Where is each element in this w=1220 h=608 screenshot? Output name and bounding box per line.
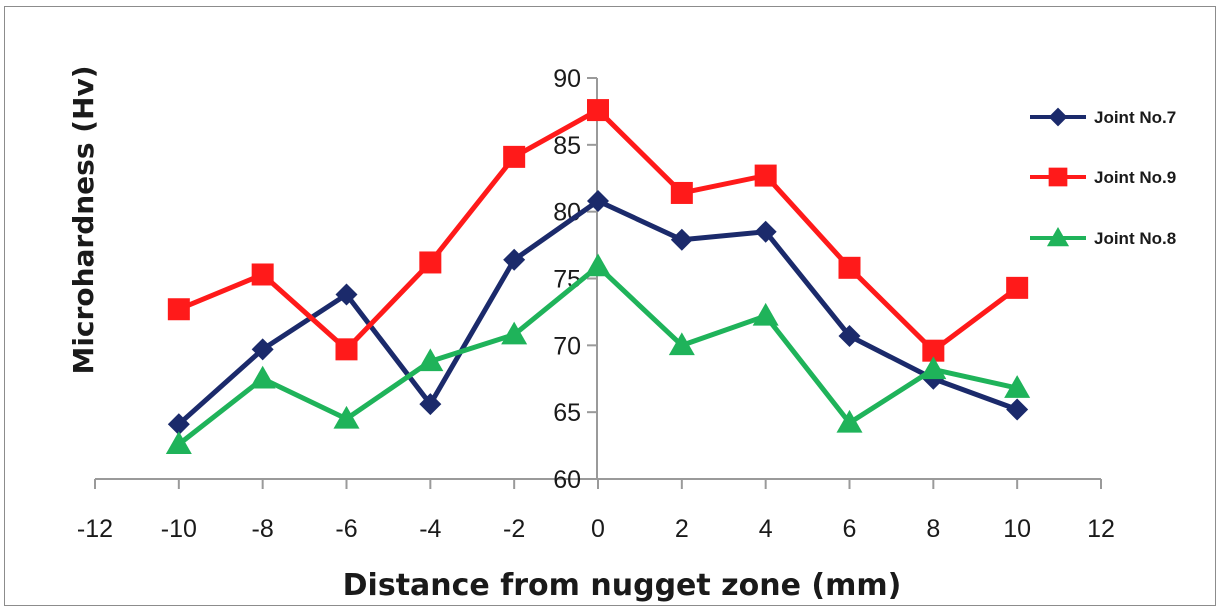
data-point: [1004, 375, 1031, 398]
data-point: [251, 338, 274, 361]
data-point: [167, 413, 190, 436]
data-point: [419, 251, 442, 274]
series-joint-no-7: [167, 189, 1029, 436]
data-point: [419, 393, 442, 416]
data-point: [838, 324, 861, 347]
data-point: [503, 145, 526, 168]
data-point: [417, 348, 444, 372]
x-tick-label: -6: [335, 515, 357, 543]
chart-frame: [4, 6, 1216, 606]
data-point: [922, 339, 945, 362]
x-tick-label: 0: [591, 515, 605, 543]
data-point: [251, 263, 274, 286]
legend-entry: Joint No.8: [1030, 226, 1176, 248]
data-point: [587, 99, 609, 122]
data-point: [503, 248, 526, 271]
legend-label: Joint No.8: [1094, 229, 1176, 248]
x-tick-label: 4: [759, 515, 773, 543]
series-joint-no-9: [167, 99, 1029, 362]
x-axis-title: Distance from nugget zone (mm): [343, 568, 902, 603]
data-point: [585, 253, 611, 277]
data-point: [670, 228, 693, 251]
data-point: [335, 283, 358, 306]
y-tick-label: 70: [553, 332, 581, 360]
x-tick-label: -4: [419, 515, 441, 543]
data-point: [670, 181, 693, 204]
legend-swatch-marker: [1048, 107, 1068, 127]
y-tick-label: 60: [553, 466, 581, 494]
x-tick-label: -2: [503, 515, 525, 543]
x-tick-label: 10: [1003, 515, 1031, 543]
data-point: [333, 405, 360, 429]
data-point: [1006, 398, 1029, 421]
plot-area: [165, 99, 1031, 454]
x-tick-label: -10: [161, 515, 197, 543]
data-point: [335, 338, 358, 361]
data-point: [587, 189, 609, 212]
data-point: [167, 298, 190, 321]
data-point: [501, 321, 528, 345]
legend-label: Joint No.9: [1094, 168, 1176, 187]
x-tick-label: 6: [843, 515, 857, 543]
data-point: [249, 365, 276, 389]
legend-entry: Joint No.7: [1030, 107, 1176, 127]
data-point: [754, 220, 777, 243]
x-tick-label: 12: [1087, 515, 1115, 543]
data-point: [668, 332, 695, 356]
legend-swatch-marker: [1046, 226, 1070, 247]
legend-label: Joint No.7: [1094, 108, 1176, 127]
y-tick-label: 85: [553, 132, 581, 160]
series-joint-no-8: [165, 253, 1031, 454]
data-point: [754, 164, 777, 187]
data-point: [920, 356, 947, 380]
x-tick-label: 2: [675, 515, 689, 543]
y-tick-label: 65: [553, 399, 581, 427]
data-point: [1006, 276, 1029, 299]
x-tick-label: 8: [926, 515, 940, 543]
data-point: [752, 302, 779, 326]
x-tick-label: -12: [77, 515, 113, 543]
legend-entry: Joint No.9: [1030, 167, 1176, 187]
x-tick-label: -8: [252, 515, 274, 543]
data-point: [838, 256, 861, 279]
data-point: [165, 431, 192, 454]
y-axis-title: Microhardness (Hv): [67, 65, 100, 374]
legend-swatch-marker: [1048, 167, 1068, 187]
y-tick-label: 90: [553, 65, 581, 93]
data-point: [836, 409, 863, 433]
legend: Joint No.7 Joint No.9 Joint No.8: [1030, 107, 1176, 248]
